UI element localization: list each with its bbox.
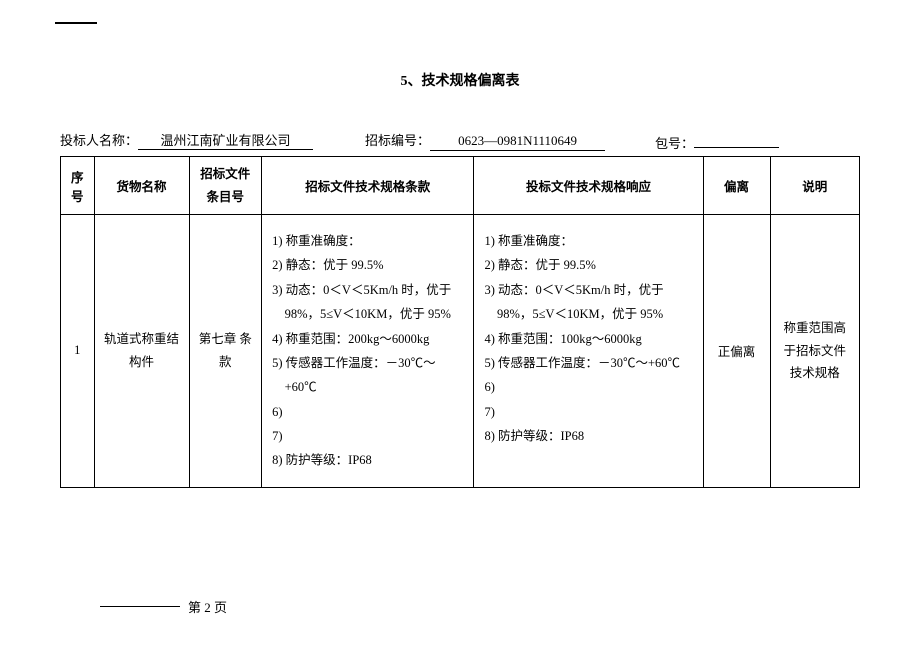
bidder-field: 投标人名称： 温州江南矿业有限公司 [60,130,313,152]
spec-resp-item: 2) 静态：优于 99.5% [484,253,692,277]
page-footer: 第 2 页 [100,597,227,616]
bidno-value: 0623—0981N1110649 [430,133,605,151]
spec-resp-item: 1) 称重准确度： [484,229,692,253]
spec-req-item: 2) 静态：优于 99.5% [272,253,463,277]
spec-req-item: 7) [272,424,463,448]
deviation-table: 序号 货物名称 招标文件条目号 招标文件技术规格条款 投标文件技术规格响应 偏离… [60,156,860,488]
col-spec-resp: 投标文件技术规格响应 [474,157,703,215]
cell-deviation: 正偏离 [703,215,770,488]
spec-req-list: 1) 称重准确度：2) 静态：优于 99.5%3) 动态：0＜V＜5Km/h 时… [272,229,463,473]
cell-seq: 1 [61,215,95,488]
col-note: 说明 [770,157,859,215]
table-header-row: 序号 货物名称 招标文件条目号 招标文件技术规格条款 投标文件技术规格响应 偏离… [61,157,860,215]
col-spec-req: 招标文件技术规格条款 [262,157,474,215]
pkg-field: 包号： [655,130,779,152]
bidno-label: 招标编号： [365,130,430,149]
spec-resp-item: 4) 称重范围：100kg～6000kg [484,327,692,351]
pkg-value [694,130,779,148]
cell-spec-req: 1) 称重准确度：2) 静态：优于 99.5%3) 动态：0＜V＜5Km/h 时… [262,215,474,488]
cell-note: 称重范围高于招标文件技术规格 [770,215,859,488]
footer-line [100,606,180,607]
table-row: 1 轨道式称重结构件 第七章 条款 1) 称重准确度：2) 静态：优于 99.5… [61,215,860,488]
top-marker [55,22,97,24]
spec-resp-item: 6) [484,375,692,399]
spec-req-item: 8) 防护等级：IP68 [272,448,463,472]
header-fields: 投标人名称： 温州江南矿业有限公司 招标编号： 0623—0981N111064… [60,130,860,152]
col-item: 招标文件条目号 [189,157,262,215]
spec-req-item: 4) 称重范围：200kg～6000kg [272,327,463,351]
document-title: 5、技术规格偏离表 [60,70,860,90]
spec-resp-item: 3) 动态：0＜V＜5Km/h 时，优于98%，5≤V＜10KM，优于 95% [484,278,692,327]
col-name: 货物名称 [94,157,189,215]
cell-name: 轨道式称重结构件 [94,215,189,488]
spec-resp-list: 1) 称重准确度：2) 静态：优于 99.5%3) 动态：0＜V＜5Km/h 时… [484,229,692,448]
spec-resp-item: 8) 防护等级：IP68 [484,424,692,448]
col-deviation: 偏离 [703,157,770,215]
spec-req-item: 5) 传感器工作温度：－30℃～+60℃ [272,351,463,400]
pkg-label: 包号： [655,133,694,152]
spec-resp-item: 5) 传感器工作温度：－30℃～+60℃ [484,351,692,375]
spec-resp-item: 7) [484,400,692,424]
bidno-field: 招标编号： 0623—0981N1110649 [365,130,605,152]
bidder-value: 温州江南矿业有限公司 [138,130,313,150]
col-seq: 序号 [61,157,95,215]
spec-req-item: 3) 动态：0＜V＜5Km/h 时，优于98%，5≤V＜10KM，优于 95% [272,278,463,327]
spec-req-item: 1) 称重准确度： [272,229,463,253]
cell-item: 第七章 条款 [189,215,262,488]
spec-req-item: 6) [272,400,463,424]
cell-spec-resp: 1) 称重准确度：2) 静态：优于 99.5%3) 动态：0＜V＜5Km/h 时… [474,215,703,488]
page-number: 第 2 页 [188,597,227,616]
bidder-label: 投标人名称： [60,130,138,149]
